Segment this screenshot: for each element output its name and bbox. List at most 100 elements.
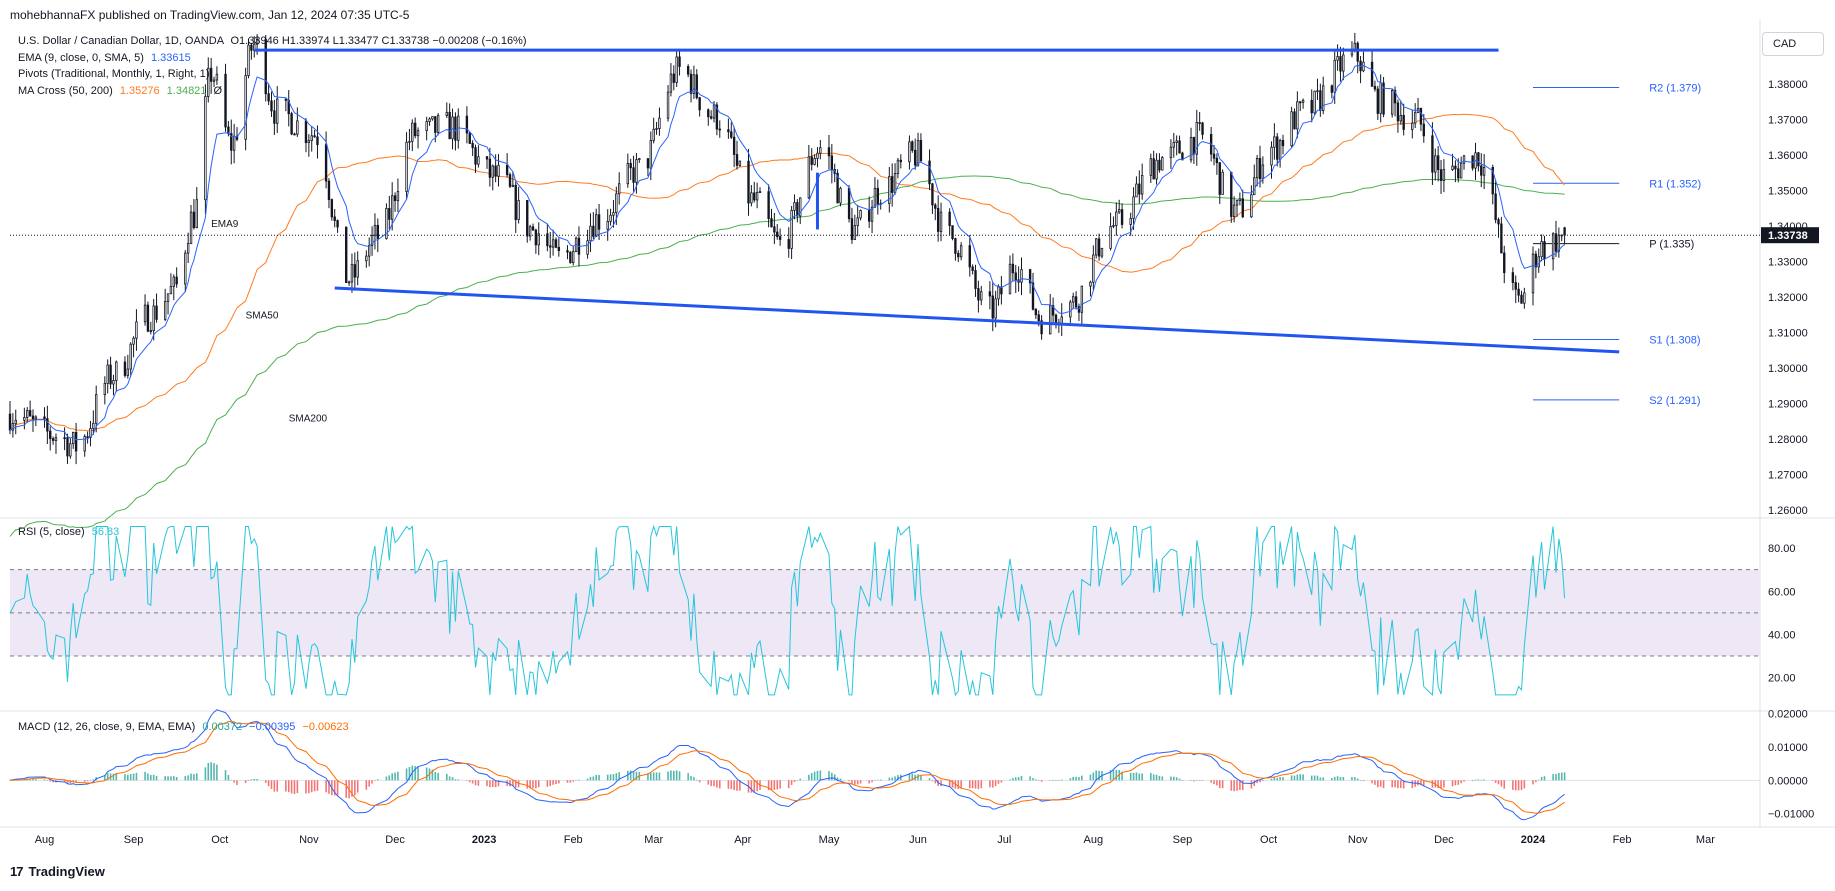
- currency-button[interactable]: CAD: [1762, 32, 1824, 56]
- ema-legend[interactable]: EMA (9, close, 0, SMA, 5) 1.33615: [18, 52, 191, 64]
- macd-histogram-bar: [629, 770, 632, 781]
- candle: [517, 200, 520, 220]
- macd-histogram-bar: [1052, 780, 1054, 781]
- macd-histogram-bar: [908, 773, 911, 781]
- candle: [184, 252, 187, 285]
- candle: [1258, 158, 1262, 180]
- candle: [1155, 159, 1158, 180]
- pivots-legend[interactable]: Pivots (Traditional, Monthly, 1, Right, …: [18, 68, 209, 80]
- candle: [747, 160, 750, 204]
- macd-histogram-bar: [195, 773, 198, 781]
- candle: [1411, 122, 1414, 130]
- macd-histogram-bar: [572, 780, 575, 782]
- price-tick-label: 1.33000: [1768, 256, 1808, 268]
- ema9-line: [9, 64, 1565, 441]
- macd-tick-label: 0.01000: [1768, 742, 1808, 754]
- macd-histogram-bar: [526, 780, 529, 789]
- candle: [390, 195, 394, 220]
- macd-histogram-bar: [1193, 780, 1195, 782]
- candle: [1431, 135, 1434, 173]
- candle: [31, 415, 35, 420]
- candle: [551, 239, 555, 248]
- time-tick-label: Feb: [564, 834, 583, 846]
- macd-histogram-bar: [365, 780, 368, 790]
- macd-histogram-bar: [1035, 779, 1037, 781]
- macd-histogram-bar: [871, 780, 873, 783]
- macd-histogram-bar: [336, 780, 339, 796]
- candle: [655, 128, 658, 130]
- macd-histogram-bar: [144, 771, 146, 781]
- candle: [28, 410, 32, 417]
- pivot-label: R2 (1.379): [1649, 82, 1701, 94]
- candle: [1011, 263, 1015, 274]
- macd-histogram-bar: [1276, 777, 1279, 781]
- macd-histogram-bar: [558, 780, 560, 784]
- candle: [224, 73, 227, 128]
- candle: [1008, 263, 1012, 295]
- candle: [1161, 157, 1164, 171]
- time-tick-label: Jul: [997, 834, 1011, 846]
- candle: [95, 394, 98, 424]
- candle: [336, 220, 339, 228]
- macd-histogram-bar: [1313, 775, 1316, 781]
- macd-histogram-bar: [1500, 780, 1503, 787]
- macd-histogram-bar: [673, 770, 675, 781]
- macd-histogram-bar: [1537, 779, 1540, 781]
- macd-histogram-bar: [1454, 780, 1457, 786]
- macd-histogram-bar: [43, 779, 46, 781]
- candle: [1293, 111, 1296, 130]
- candle: [767, 191, 770, 219]
- macd-histogram-bar: [968, 780, 971, 789]
- candle: [1422, 123, 1425, 137]
- candle: [1482, 166, 1486, 176]
- macd-histogram-bar: [190, 773, 192, 781]
- candle: [1195, 122, 1198, 155]
- macd-histogram-bar: [874, 780, 876, 781]
- macd-histogram-bar: [698, 780, 701, 783]
- macd-legend[interactable]: MACD (12, 26, close, 9, EMA, EMA) 0.0037…: [18, 721, 349, 733]
- macd-histogram-bar: [1150, 772, 1152, 781]
- candle: [678, 56, 681, 67]
- macross-legend[interactable]: MA Cross (50, 200) 1.35276 1.34821 Ø: [18, 85, 222, 97]
- macd-histogram-bar: [106, 773, 109, 781]
- macd-histogram-bar: [1198, 780, 1201, 781]
- candle: [893, 173, 897, 193]
- candle: [373, 224, 377, 236]
- macd-histogram-bar: [1402, 780, 1405, 789]
- candle: [163, 301, 167, 320]
- macd-histogram-bar: [678, 771, 681, 781]
- candle: [1500, 223, 1503, 254]
- candle: [376, 224, 380, 239]
- candle: [26, 410, 29, 418]
- price-tick-label: 1.35000: [1768, 185, 1808, 197]
- candle: [853, 225, 857, 240]
- candle: [434, 116, 437, 133]
- macd-histogram-bar: [305, 780, 307, 794]
- macd-histogram-bar: [1503, 780, 1506, 789]
- candle: [1077, 306, 1081, 313]
- sma200-line: [9, 175, 1565, 537]
- macd-histogram-bar: [1132, 772, 1135, 781]
- candle: [707, 109, 710, 118]
- macross-label: MA Cross (50, 200): [18, 85, 113, 97]
- candle: [385, 208, 388, 239]
- candle: [615, 193, 618, 214]
- macd-histogram-bar: [1216, 780, 1218, 786]
- candle: [115, 361, 118, 381]
- macd-histogram-bar: [693, 777, 695, 781]
- rsi-tick-label: 80.00: [1768, 543, 1796, 555]
- footer-brand[interactable]: 17 TradingView: [10, 864, 105, 879]
- candle: [712, 104, 716, 119]
- macd-histogram-bar: [1514, 780, 1517, 791]
- macd-histogram-bar: [1299, 774, 1302, 781]
- candle: [1399, 114, 1402, 122]
- macd-histogram-bar: [417, 766, 419, 781]
- candle: [189, 211, 193, 244]
- rsi-legend[interactable]: RSI (5, close) 56.83: [18, 526, 119, 538]
- candle: [1092, 254, 1095, 283]
- candle: [63, 437, 66, 440]
- candle: [1356, 42, 1359, 62]
- candle: [1132, 196, 1135, 219]
- candle: [572, 251, 575, 263]
